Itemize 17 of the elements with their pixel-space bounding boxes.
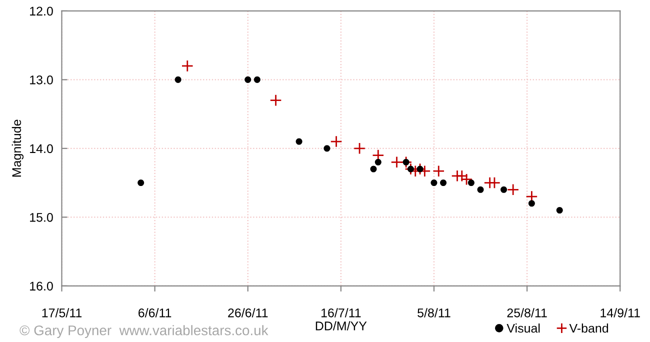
x-tick-label: 5/8/11 — [418, 308, 450, 318]
y-tick-label: 12.0 — [30, 6, 53, 16]
y-tick-label: 15.0 — [30, 212, 53, 222]
x-tick-label: 14/9/11 — [600, 308, 640, 318]
y-tick-label: 14.0 — [30, 144, 53, 154]
y-tick-label: 13.0 — [30, 75, 53, 84]
x-tick-label: 25/8/11 — [507, 308, 547, 318]
y-axis-title: Magnitude — [12, 120, 24, 177]
y-tick-label: 16.0 — [30, 282, 53, 291]
legend-label: V-band — [569, 324, 608, 333]
x-axis-title: DD/M/YY — [316, 321, 367, 330]
x-tick-label: 17/5/11 — [42, 308, 82, 318]
x-tick-label: 6/6/11 — [138, 308, 172, 318]
text: © Gary Poyner www.variablestars.co.uk — [20, 325, 268, 338]
legend-label: Visual — [506, 324, 540, 333]
x-tick-label: 16/7/11 — [321, 308, 361, 318]
x-tick-label: 26/6/11 — [228, 308, 268, 318]
